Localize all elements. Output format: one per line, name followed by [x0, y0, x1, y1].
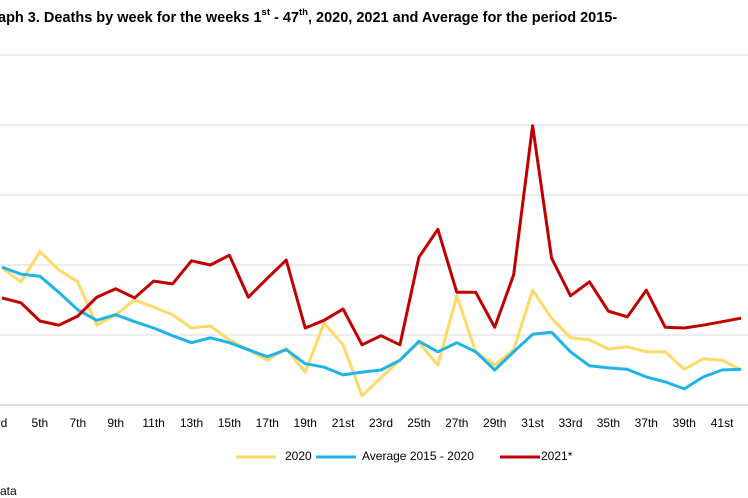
series-line: [1, 250, 742, 398]
title-part: aph 3. Deaths by week for the weeks 1: [0, 10, 262, 26]
footnote: ata: [0, 484, 17, 498]
chart-title: aph 3. Deaths by week for the weeks 1st …: [0, 7, 617, 26]
x-tick-label: 13th: [180, 416, 203, 430]
title-part: - 47: [270, 10, 299, 26]
x-tick-label: 41st: [711, 416, 734, 430]
legend-label: 2021*: [541, 449, 573, 463]
x-tick-label: rd: [0, 416, 7, 430]
x-tick-label: 33rd: [558, 416, 582, 430]
series-line: [1, 265, 742, 391]
x-tick-label: 29th: [483, 416, 506, 430]
x-tick-label: 39th: [673, 416, 696, 430]
x-tick-label: 21st: [332, 416, 355, 430]
x-tick-label: 11th: [142, 416, 164, 430]
x-tick-label: 31st: [521, 416, 544, 430]
x-tick-label: 37th: [635, 416, 658, 430]
x-tick-label: 25th: [407, 416, 430, 430]
legend-label: Average 2015 - 2020: [362, 449, 474, 463]
x-tick-label: 9th: [107, 416, 124, 430]
x-tick-label: 15th: [218, 416, 241, 430]
x-tick-label: 7th: [69, 416, 86, 430]
x-tick-label: 35th: [597, 416, 620, 430]
x-tick-label: 5th: [32, 416, 49, 430]
x-tick-label: 19th: [294, 416, 317, 430]
legend-label: 2020: [285, 449, 312, 463]
x-tick-label: 17th: [256, 416, 279, 430]
x-tick-label: 23rd: [369, 416, 393, 430]
plot: [1, 124, 742, 398]
x-tick-label: 27th: [445, 416, 468, 430]
title-part: th: [299, 7, 308, 18]
title-part: , 2020, 2021 and Average for the period …: [308, 10, 617, 26]
series-line: [1, 124, 742, 347]
title-part: st: [262, 7, 271, 18]
